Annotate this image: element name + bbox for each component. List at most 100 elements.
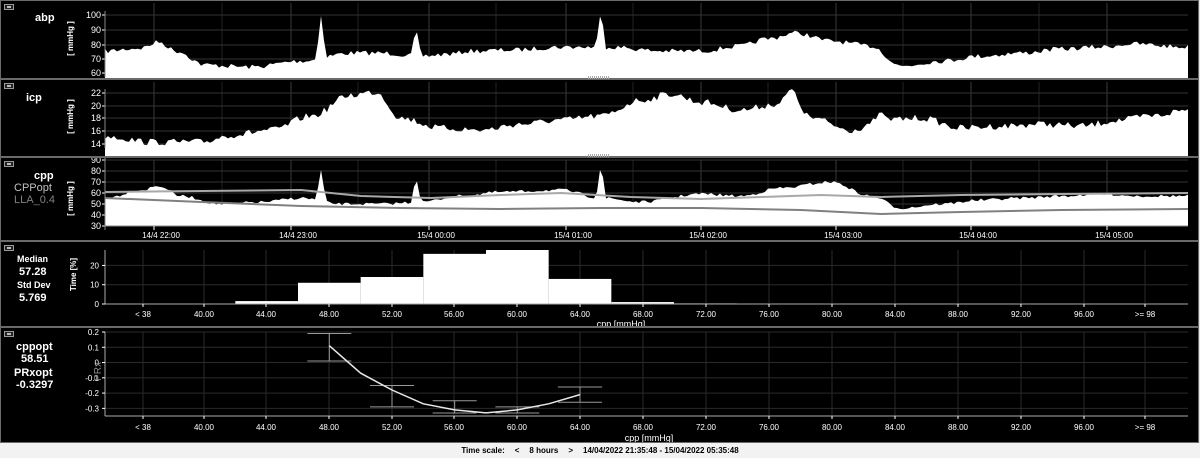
std-dev-value: 5.769 <box>19 292 47 304</box>
prx-collapse-icon[interactable] <box>4 331 14 337</box>
lla-legend: LLA_0.4 <box>14 194 55 206</box>
x-tick-label: 44.00 <box>256 310 277 319</box>
abp-collapse-icon[interactable] <box>4 4 14 10</box>
y-tick-label: 70 <box>91 54 101 64</box>
icp-unit-label: [ mmHg ] <box>65 99 75 134</box>
x-tick-label: >= 98 <box>1135 423 1156 432</box>
histogram-bar <box>235 301 298 304</box>
time-axis: 14/4 22:00 14/4 23:00 15/4 00:00 15/4 01:00… <box>105 225 1188 240</box>
x-tick-label: 88.00 <box>948 310 969 319</box>
y-tick-label: 10 <box>90 281 99 290</box>
x-tick-label: 72.00 <box>696 310 717 319</box>
prx-cpp-chart: 0.2 0.1 0 -0.1 -0.2 -0.3 < 38 40.00 44.00 48.00 52… <box>85 328 1188 443</box>
y-tick-label: 100 <box>86 10 101 20</box>
x-tick-label: 60.00 <box>507 423 528 432</box>
icp-panel: 22 20 18 16 14 icp [ mmHg ] <box>0 79 1199 157</box>
x-tick-label: 44.00 <box>256 423 277 432</box>
histogram-bar <box>360 277 424 304</box>
y-tick-label: 50 <box>91 199 101 209</box>
y-tick-label: -0.1 <box>85 374 99 383</box>
y-tick-label: 0.2 <box>88 328 100 337</box>
x-tick-label: 52.00 <box>382 423 403 432</box>
resize-handle[interactable] <box>588 154 610 157</box>
time-scale-next-button[interactable]: > <box>568 446 573 455</box>
y-tick-label: 20 <box>91 101 101 111</box>
cppopt-line <box>104 188 1189 201</box>
histogram-bar <box>486 250 549 304</box>
y-tick-label: 80 <box>91 166 101 176</box>
cpp-collapse-icon[interactable] <box>4 161 14 167</box>
prx-grid <box>105 331 1188 416</box>
y-tick-label: 0 <box>95 300 100 309</box>
histogram-bar <box>611 302 674 304</box>
x-tick-label: >= 98 <box>1135 310 1156 319</box>
time-tick-label: 15/4 00:00 <box>417 231 455 240</box>
lla-line <box>104 197 1189 216</box>
prxopt-label: PRxopt <box>14 367 53 379</box>
x-tick-label: 40.00 <box>194 423 215 432</box>
time-scale-label: Time scale: <box>461 446 505 455</box>
x-tick-label: 80.00 <box>822 423 843 432</box>
prx-fit-curve <box>328 345 581 414</box>
prx-y-label: PRx <box>92 362 104 381</box>
time-tick-label: 15/4 01:00 <box>554 231 592 240</box>
icp-y-axis: 22 20 18 16 14 <box>91 88 106 149</box>
histogram-bar <box>298 282 361 304</box>
resize-handle[interactable] <box>588 76 610 79</box>
time-scale-range[interactable]: 8 hours <box>529 446 559 455</box>
y-tick-label: 0.1 <box>88 343 100 352</box>
y-tick-label: -0.3 <box>85 404 99 413</box>
x-tick-label: 92.00 <box>1011 423 1032 432</box>
x-tick-label: 56.00 <box>444 423 465 432</box>
histogram-bars <box>172 250 737 304</box>
y-tick-label: 14 <box>91 139 101 149</box>
icp-collapse-icon[interactable] <box>4 83 14 89</box>
x-tick-label: < 38 <box>135 310 151 319</box>
time-tick-label: 14/4 23:00 <box>279 231 317 240</box>
abp-label: abp <box>35 12 55 24</box>
x-tick-label: 88.00 <box>948 423 969 432</box>
x-tick-label: 92.00 <box>1011 310 1032 319</box>
prx-panel: 0.2 0.1 0 -0.1 -0.2 -0.3 < 38 40.00 44.00 48.00 52… <box>0 327 1199 443</box>
y-tick-label: 70 <box>91 177 101 187</box>
histogram-bar <box>548 278 612 304</box>
histogram-collapse-icon[interactable] <box>4 245 14 251</box>
y-tick-label: -0.2 <box>85 389 99 398</box>
x-tick-label: 56.00 <box>444 310 465 319</box>
time-tick-label: 15/4 04:00 <box>959 231 997 240</box>
x-tick-label: < 38 <box>135 423 151 432</box>
histogram-grid <box>105 250 1188 305</box>
x-tick-label: 80.00 <box>822 310 843 319</box>
x-tick-label: 40.00 <box>194 310 215 319</box>
histogram-y-label: Time [%] <box>69 257 79 292</box>
x-tick-label: 84.00 <box>885 423 906 432</box>
time-tick-label: 15/4 05:00 <box>1095 231 1133 240</box>
cppopt-value: 58.51 <box>21 353 49 365</box>
cpp-panel: 90 80 70 60 50 40 30 14/4 22:00 14/4 23:00 15/4 … <box>0 157 1199 241</box>
x-tick-label: 64.00 <box>570 310 591 319</box>
y-tick-label: 30 <box>91 221 101 231</box>
y-tick-label: 90 <box>91 158 101 165</box>
cppopt-label: cppopt <box>16 341 53 353</box>
x-tick-label: 48.00 <box>319 310 340 319</box>
x-tick-label: 68.00 <box>633 310 654 319</box>
time-tick-label: 14/4 22:00 <box>142 231 180 240</box>
y-tick-label: 40 <box>91 210 101 220</box>
x-tick-label: 96.00 <box>1074 310 1095 319</box>
time-tick-label: 15/4 02:00 <box>689 231 727 240</box>
time-scale-bar: Time scale: < 8 hours > 14/04/2022 21:35… <box>0 443 1200 458</box>
prx-x-label: cpp [mmHg] <box>625 433 674 443</box>
abp-waveform <box>105 16 1188 78</box>
x-tick-label: 48.00 <box>319 423 340 432</box>
cpp-unit-label: [ mmHg ] <box>65 181 75 216</box>
icp-trend-chart: 22 20 18 16 14 <box>91 82 1188 156</box>
y-tick-label: 22 <box>91 88 101 98</box>
abp-panel: 100 90 80 70 60 abp [ mmHg ] <box>0 0 1199 79</box>
cpp-label: cpp <box>34 170 54 182</box>
std-dev-label: Std Dev <box>17 280 51 290</box>
time-scale-prev-button[interactable]: < <box>514 446 520 455</box>
y-tick-label: 80 <box>91 40 101 50</box>
y-tick-label: 16 <box>91 126 101 136</box>
